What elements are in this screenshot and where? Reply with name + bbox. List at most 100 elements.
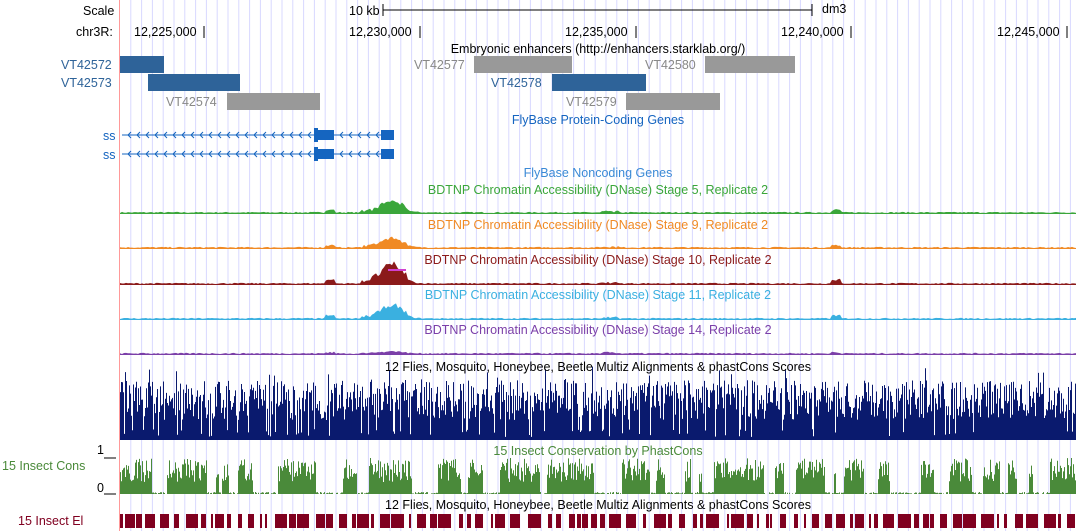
enhancer-VT42572[interactable] (120, 56, 164, 73)
conserved-element[interactable] (160, 514, 169, 528)
conserved-element[interactable] (898, 514, 911, 528)
enhancer-VT42578[interactable] (552, 74, 646, 91)
conserved-element[interactable] (391, 514, 404, 528)
conserved-element[interactable] (201, 514, 206, 528)
conserved-element[interactable] (731, 514, 744, 528)
conserved-element[interactable] (577, 514, 581, 528)
conserved-element[interactable] (1026, 514, 1038, 528)
dnase-track-0[interactable] (120, 200, 1076, 214)
multiz-conservation-bars[interactable] (120, 366, 1076, 440)
enhancer-label-VT42580[interactable]: VT42580 (645, 58, 696, 72)
conserved-element[interactable] (766, 514, 769, 528)
enhancer-label-VT42579[interactable]: VT42579 (566, 95, 617, 109)
enhancer-VT42579[interactable] (626, 93, 720, 110)
conserved-element[interactable] (804, 514, 806, 528)
conserved-element[interactable] (438, 514, 451, 528)
conserved-element[interactable] (215, 514, 224, 528)
conserved-element[interactable] (727, 514, 729, 528)
conserved-element[interactable] (1004, 514, 1007, 528)
conserved-element[interactable] (316, 514, 325, 528)
conserved-element[interactable] (700, 514, 703, 528)
dnase-track-4[interactable] (120, 350, 1076, 355)
conserved-element[interactable] (339, 514, 347, 528)
conserved-element[interactable] (914, 514, 919, 528)
conserved-element[interactable] (930, 514, 934, 528)
conserved-element[interactable] (556, 514, 561, 528)
conserved-element[interactable] (591, 514, 597, 528)
conserved-element[interactable] (679, 514, 685, 528)
conserved-element[interactable] (923, 514, 929, 528)
conserved-element[interactable] (582, 514, 588, 528)
conserved-element[interactable] (1044, 514, 1056, 528)
conserved-element[interactable] (211, 514, 213, 528)
conserved-element[interactable] (794, 514, 798, 528)
conserved-element[interactable] (757, 514, 759, 528)
conserved-element[interactable] (981, 514, 994, 528)
conserved-element[interactable] (510, 514, 520, 528)
conserved-element[interactable] (248, 514, 254, 528)
phastcons-bars[interactable] (104, 457, 1076, 495)
conserved-element[interactable] (326, 514, 333, 528)
conserved-element[interactable] (600, 514, 605, 528)
conserved-element[interactable] (227, 514, 231, 528)
enhancer-label-VT42577[interactable]: VT42577 (414, 58, 465, 72)
dnase-track-3[interactable] (120, 303, 1076, 320)
enhancer-label-VT42574[interactable]: VT42574 (166, 95, 217, 109)
conserved-element[interactable] (186, 514, 198, 528)
enhancer-VT42580[interactable] (705, 56, 795, 73)
conserved-element[interactable] (869, 514, 871, 528)
conserved-element[interactable] (1015, 514, 1023, 528)
conserved-element[interactable] (609, 514, 621, 528)
phastcons-side-label[interactable]: 15 Insect Cons (2, 459, 86, 473)
conserved-element[interactable] (528, 514, 541, 528)
enhancer-VT42574[interactable] (227, 93, 320, 110)
conserved-element[interactable] (997, 514, 999, 528)
enhancer-label-VT42578[interactable]: VT42578 (491, 76, 542, 90)
conserved-element[interactable] (289, 514, 296, 528)
conserved-elements-bars[interactable] (120, 514, 1075, 528)
conserved-element[interactable] (940, 514, 947, 528)
conserved-element[interactable] (136, 514, 142, 528)
conserved-element[interactable] (275, 514, 287, 528)
enhancer-label-VT42572[interactable]: VT42572 (61, 58, 112, 72)
conserved-element[interactable] (491, 514, 493, 528)
conserved-element[interactable] (1058, 514, 1061, 528)
conserved-element[interactable] (626, 514, 636, 528)
conserved-element[interactable] (643, 514, 646, 528)
conserved-element[interactable] (836, 514, 845, 528)
dnase-track-2[interactable] (120, 261, 1076, 285)
conserved-element[interactable] (265, 514, 267, 528)
gene-model-ss-2[interactable] (122, 147, 394, 161)
conserved-element[interactable] (654, 514, 666, 528)
conserved-element[interactable] (548, 514, 552, 528)
enhancer-label-VT42573[interactable]: VT42573 (61, 76, 112, 90)
base-position-ruler[interactable] (203, 4, 1068, 38)
conserved-element[interactable] (459, 514, 463, 528)
enhancer-VT42573[interactable] (148, 74, 240, 91)
conserved-element[interactable] (850, 514, 853, 528)
conserved-element[interactable] (145, 514, 155, 528)
conserved-element[interactable] (174, 514, 179, 528)
conserved-element[interactable] (825, 514, 832, 528)
conserved-element[interactable] (668, 514, 672, 528)
conserved-element[interactable] (874, 514, 878, 528)
conserved-element[interactable] (495, 514, 505, 528)
conserved-element[interactable] (260, 514, 262, 528)
conserved-element[interactable] (883, 514, 894, 528)
conserved-element[interactable] (780, 514, 786, 528)
dnase-track-1[interactable] (120, 236, 1076, 249)
gene-label-ss-2[interactable]: ss (103, 148, 116, 162)
conserved-element[interactable] (120, 514, 123, 528)
enhancer-VT42577[interactable] (474, 56, 572, 73)
conserved-element[interactable] (357, 514, 369, 528)
conserved-element[interactable] (812, 514, 819, 528)
conserved-element[interactable] (417, 514, 426, 528)
elements-side-label[interactable]: 15 Insect El (18, 514, 84, 528)
conserved-element[interactable] (371, 514, 374, 528)
conserved-element[interactable] (963, 514, 976, 528)
conserved-element[interactable] (770, 514, 772, 528)
conserved-element[interactable] (380, 514, 390, 528)
conserved-element[interactable] (238, 514, 242, 528)
